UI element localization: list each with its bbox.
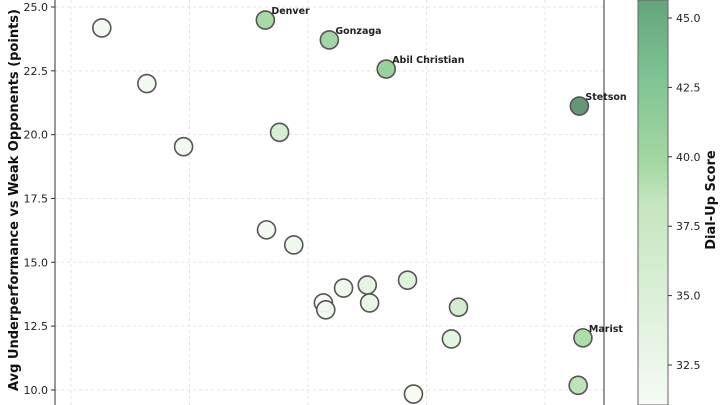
data-point	[319, 30, 340, 50]
point-label: Marist	[589, 324, 623, 335]
data-point	[315, 299, 336, 320]
data-point	[255, 10, 276, 30]
data-point	[376, 59, 397, 79]
colorbar-tick-label: 32.5	[676, 359, 701, 372]
data-point	[283, 235, 304, 255]
colorbar-tick-label: 35.0	[676, 290, 701, 303]
colorbar-ticks: 32.5 35.0 37.5 40.0 42.5 45.0	[668, 12, 701, 372]
data-point	[448, 297, 469, 318]
point-label: Gonzaga	[335, 26, 381, 37]
colorbar-tick-label: 42.5	[676, 81, 701, 94]
data-point	[573, 328, 593, 348]
colorbar-label: Dial-Up Score	[704, 150, 719, 250]
colorbar	[637, 0, 669, 405]
y-tick-label: 17.5	[24, 192, 49, 205]
point-label: Stetson	[585, 92, 627, 103]
colorbar-tick-label: 37.5	[676, 220, 701, 233]
point-label: Denver	[271, 6, 310, 17]
data-point	[256, 220, 277, 240]
colorbar-tick-label: 40.0	[676, 151, 701, 164]
grid	[55, 0, 604, 405]
y-tick-label: 20.0	[24, 129, 49, 142]
data-point	[333, 278, 354, 298]
point-label: Abil Christian	[392, 55, 465, 66]
data-point	[359, 293, 380, 313]
data-point	[397, 270, 418, 290]
data-point	[441, 329, 462, 349]
y-axis-label: Avg Underperformance vs Weak Opponents (…	[7, 9, 22, 391]
y-tick-label: 15.0	[24, 256, 49, 269]
y-tick-label: 12.5	[24, 320, 49, 333]
data-point	[569, 96, 590, 116]
data-point	[173, 136, 194, 157]
y-tick-label: 10.0	[24, 384, 49, 397]
data-point	[137, 73, 157, 94]
data-point	[568, 375, 588, 396]
data-point	[269, 122, 290, 143]
y-tick-label: 25.0	[24, 1, 49, 14]
y-tick-label: 22.5	[24, 65, 49, 78]
data-point	[403, 384, 424, 404]
y-axis-ticks: 10.0 12.5 15.0 17.5 20.0 22.5 25.0	[24, 1, 55, 397]
data-point	[357, 275, 378, 295]
data-points: Denver Gonzaga Abil Christian Stetson Marist	[92, 6, 627, 404]
data-point	[92, 18, 112, 38]
colorbar-tick-label: 45.0	[676, 12, 701, 25]
